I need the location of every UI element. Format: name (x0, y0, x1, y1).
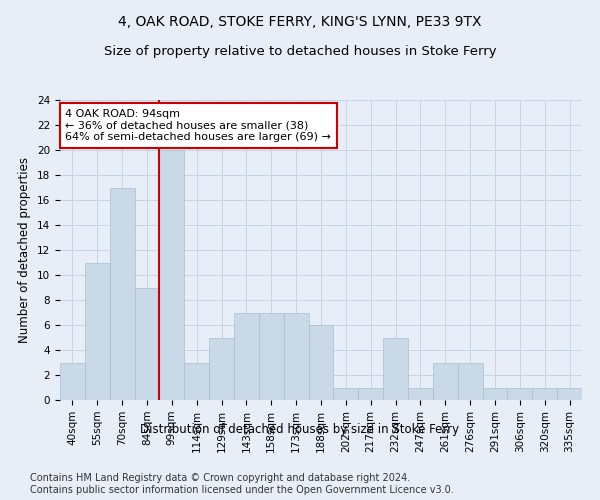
Bar (160, 150, 184, 400)
Bar (408, 388, 433, 400)
Bar (209, 338, 234, 400)
Bar (334, 388, 358, 400)
Bar (383, 338, 408, 400)
Text: 4, OAK ROAD, STOKE FERRY, KING'S LYNN, PE33 9TX: 4, OAK ROAD, STOKE FERRY, KING'S LYNN, P… (118, 15, 482, 29)
Bar (482, 388, 508, 400)
Bar (184, 362, 209, 400)
Bar (259, 312, 284, 400)
Bar (458, 362, 482, 400)
Bar (557, 388, 582, 400)
Bar (508, 388, 532, 400)
Text: 4 OAK ROAD: 94sqm
← 36% of detached houses are smaller (38)
64% of semi-detached: 4 OAK ROAD: 94sqm ← 36% of detached hous… (65, 109, 331, 142)
Text: Size of property relative to detached houses in Stoke Ferry: Size of property relative to detached ho… (104, 45, 496, 58)
Bar (433, 362, 458, 400)
Bar (60, 362, 85, 400)
Y-axis label: Number of detached properties: Number of detached properties (19, 157, 31, 343)
Bar (134, 288, 160, 400)
Text: Distribution of detached houses by size in Stoke Ferry: Distribution of detached houses by size … (140, 422, 460, 436)
Bar (110, 188, 134, 400)
Bar (234, 312, 259, 400)
Bar (85, 262, 110, 400)
Bar (308, 325, 334, 400)
Bar (532, 388, 557, 400)
Bar (284, 312, 308, 400)
Bar (358, 388, 383, 400)
Text: Contains HM Land Registry data © Crown copyright and database right 2024.
Contai: Contains HM Land Registry data © Crown c… (30, 474, 454, 495)
